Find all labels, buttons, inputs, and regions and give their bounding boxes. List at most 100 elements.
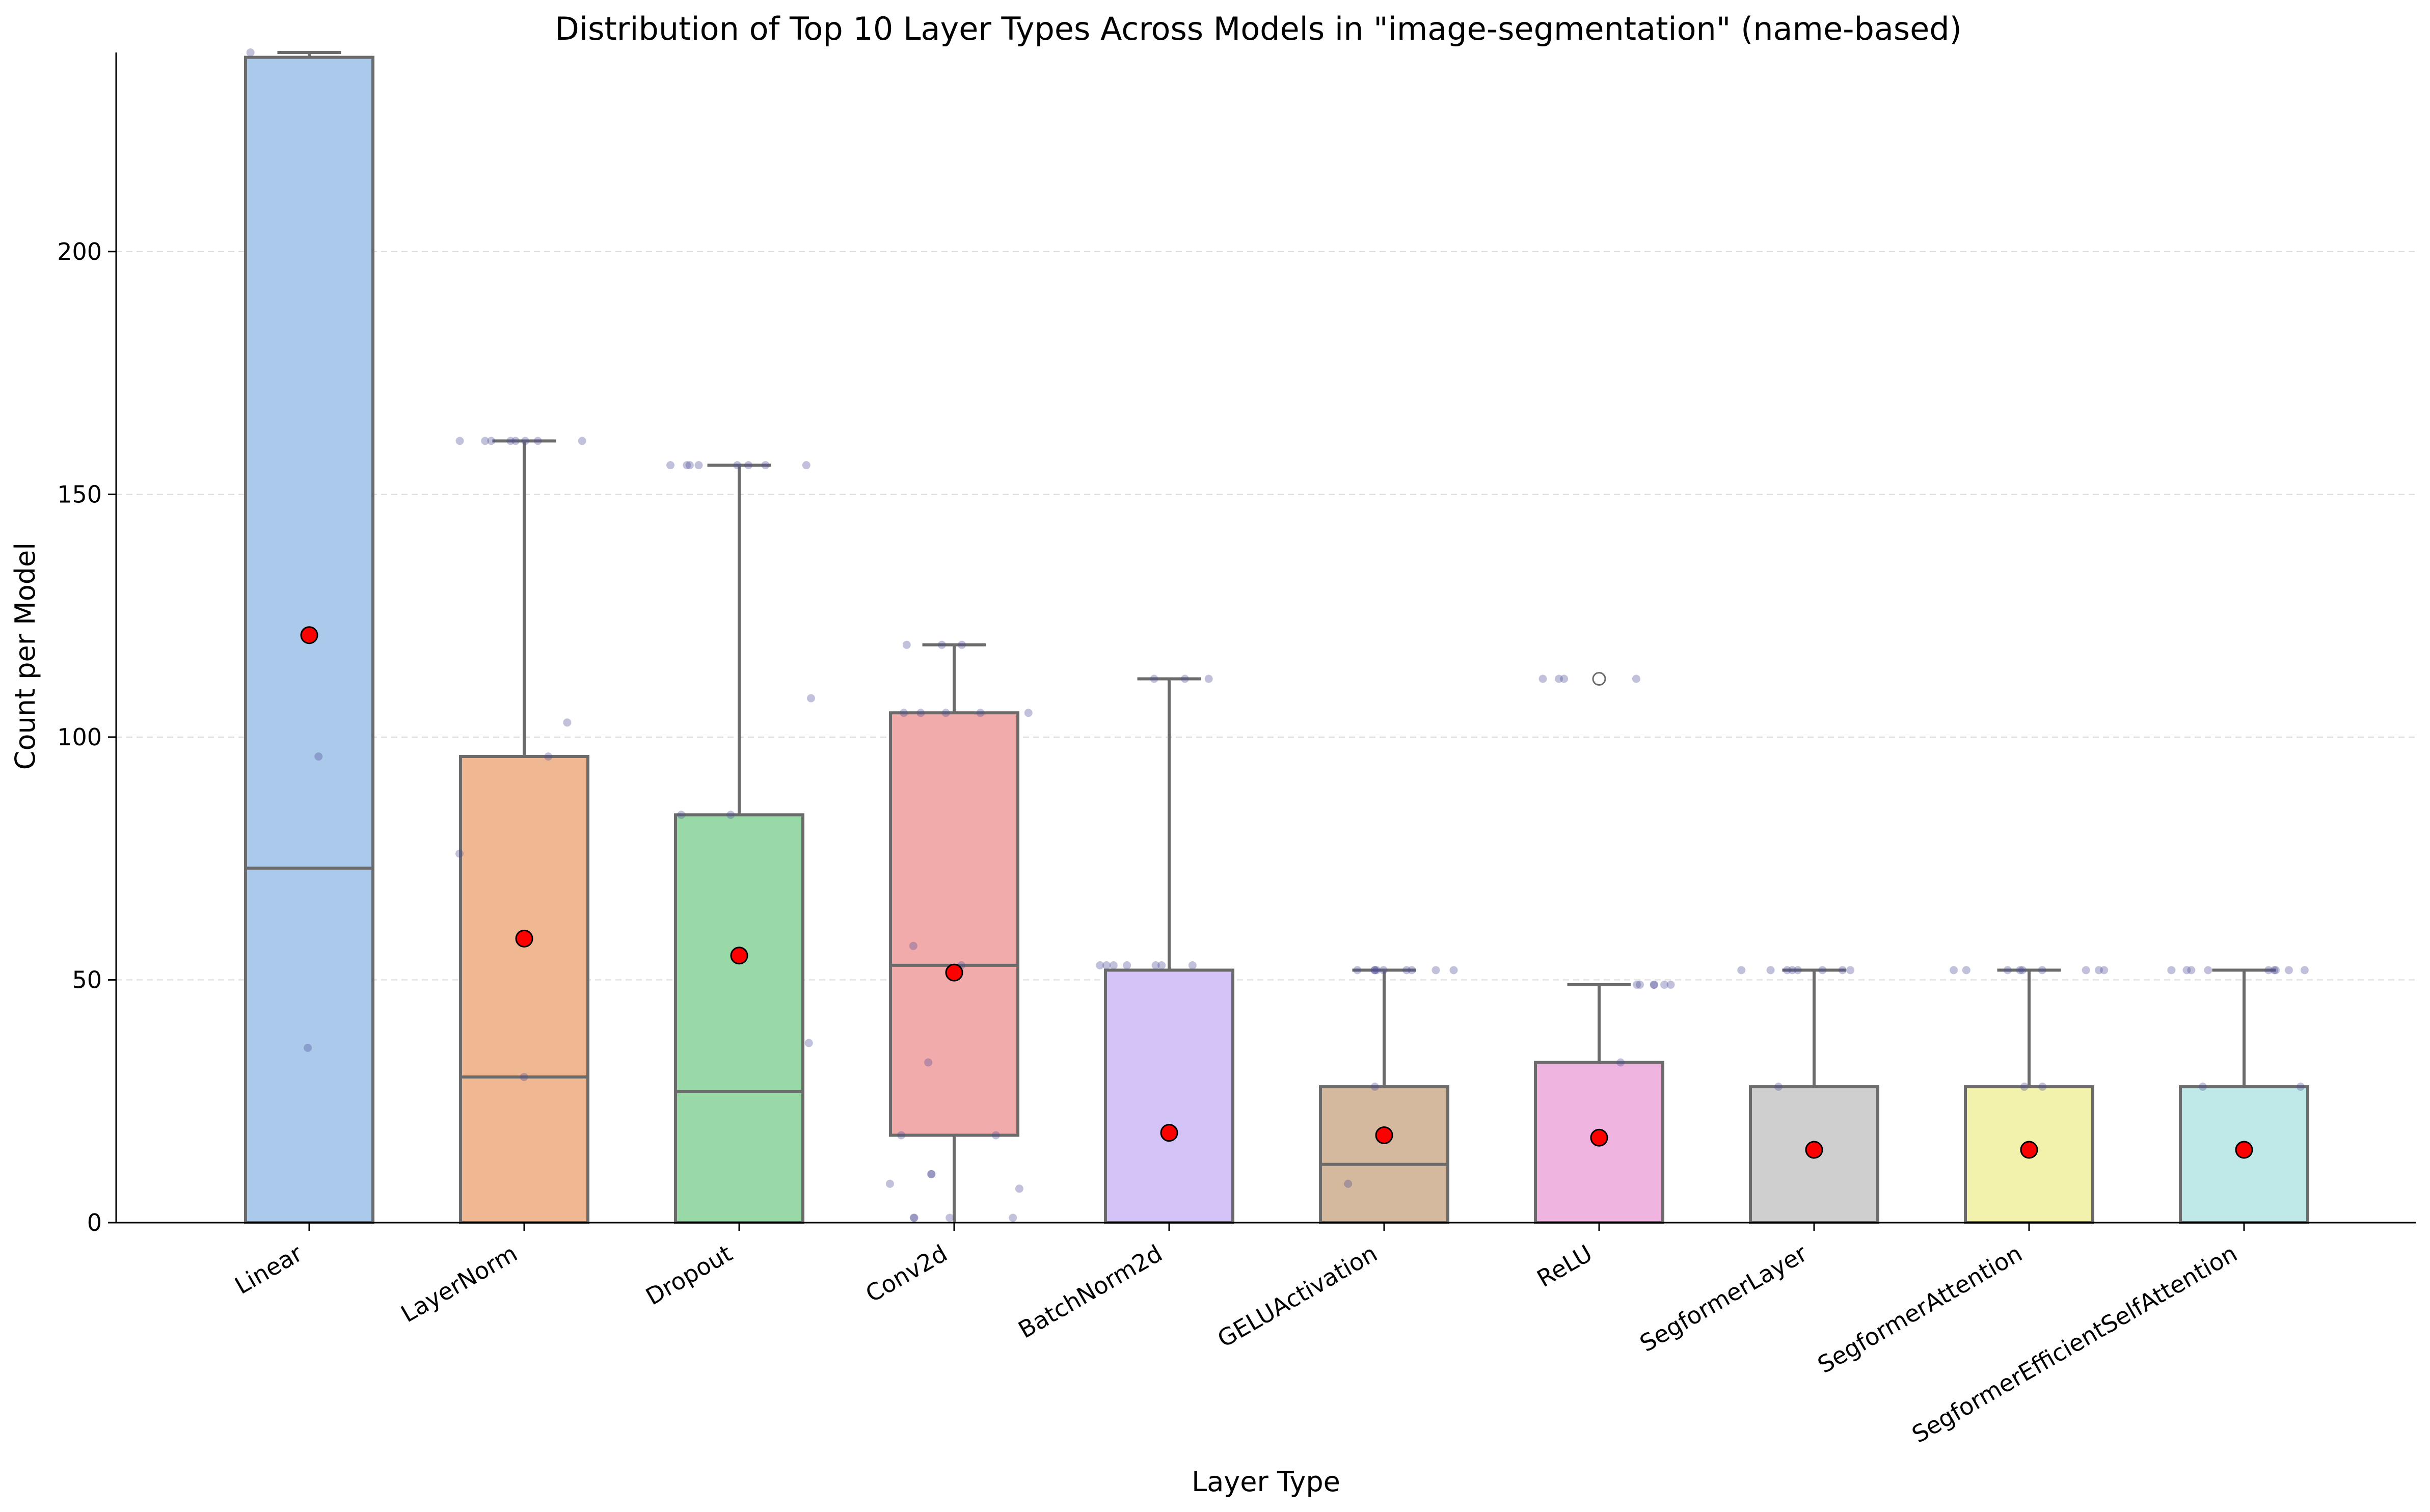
data-point — [924, 1058, 933, 1067]
y-tick-label: 0 — [87, 1209, 102, 1236]
outlier-marker — [1592, 672, 1606, 686]
mean-marker — [1160, 1124, 1178, 1142]
data-point — [1109, 961, 1118, 969]
data-point — [2182, 966, 2191, 975]
data-point — [761, 461, 770, 470]
data-point — [1794, 966, 1802, 975]
data-point — [946, 1213, 954, 1222]
boxes — [244, 51, 2309, 1225]
x-tick-label: Linear — [230, 1239, 307, 1300]
axes — [115, 52, 2416, 1224]
data-point — [1188, 961, 1197, 969]
data-point — [2187, 966, 2196, 975]
data-point — [910, 1213, 919, 1222]
data-point — [1009, 1213, 1017, 1222]
mean-marker — [1375, 1126, 1393, 1144]
data-point — [2296, 1083, 2305, 1091]
data-point — [1402, 966, 1411, 975]
data-point — [909, 941, 917, 950]
data-point — [1015, 1184, 1023, 1193]
x-tick-label: BatchNorm2d — [1014, 1239, 1167, 1344]
data-point — [1157, 961, 1166, 969]
data-point — [1774, 1083, 1783, 1091]
data-point — [1096, 961, 1104, 969]
data-point — [2038, 1083, 2047, 1091]
data-point — [1660, 980, 1669, 989]
data-point — [521, 437, 529, 445]
data-point — [726, 811, 735, 819]
data-point — [744, 461, 753, 470]
data-point — [2003, 966, 2012, 975]
data-point — [694, 461, 703, 470]
jitter-points — [246, 48, 2309, 1222]
data-point — [1788, 966, 1797, 975]
data-point — [455, 437, 464, 445]
data-point — [1432, 966, 1440, 975]
data-point — [958, 640, 966, 649]
data-point — [2198, 1083, 2207, 1091]
mean-marker — [1805, 1141, 1823, 1159]
data-point — [1632, 674, 1640, 683]
data-point — [909, 1213, 918, 1222]
data-point — [481, 437, 490, 445]
data-point — [533, 437, 542, 445]
x-tick-label: SegformerAttention — [1813, 1239, 2027, 1379]
data-point — [2204, 966, 2212, 975]
data-point — [897, 1131, 906, 1140]
data-point — [1370, 966, 1379, 975]
mean-marker — [300, 626, 318, 644]
data-point — [1150, 674, 1158, 683]
data-point — [578, 437, 586, 445]
data-point — [1344, 1179, 1353, 1188]
data-point — [927, 1170, 936, 1178]
x-axis-ticks: Linear LayerNorm Dropout Conv2d BatchNorm2d G… — [230, 1223, 2245, 1448]
x-axis-label: Layer Type — [1192, 1466, 1340, 1498]
data-point — [733, 461, 742, 470]
data-point — [1370, 1083, 1379, 1091]
data-point — [1838, 966, 1847, 975]
data-point — [902, 640, 911, 649]
y-tick-label: 150 — [57, 480, 102, 508]
y-axis-label: Count per Model — [9, 543, 41, 770]
data-point — [1560, 674, 1569, 683]
x-tick-label: SegformerLayer — [1635, 1239, 1812, 1358]
data-point — [2038, 966, 2046, 975]
x-tick-label: Dropout — [641, 1239, 737, 1311]
data-point — [2100, 966, 2109, 975]
y-tick-label: 100 — [57, 723, 102, 751]
y-tick-label: 200 — [57, 238, 102, 265]
data-point — [683, 461, 691, 470]
data-point — [2284, 966, 2293, 975]
box-layernorm — [459, 755, 589, 1224]
mean-marker — [515, 929, 533, 948]
data-point — [2270, 966, 2279, 975]
data-point — [2167, 966, 2176, 975]
x-tick-label: GELUActivation — [1213, 1239, 1382, 1353]
data-point — [1555, 674, 1563, 683]
data-point — [544, 752, 553, 761]
data-point — [991, 1131, 1000, 1140]
data-point — [1650, 980, 1658, 989]
data-point — [1180, 674, 1189, 683]
x-tick-label: LayerNorm — [396, 1239, 522, 1328]
data-point — [1737, 966, 1746, 975]
data-point — [1123, 961, 1131, 969]
y-axis-ticks: 0 50 100 150 200 — [57, 238, 116, 1236]
data-point — [1666, 980, 1675, 989]
data-point — [916, 709, 925, 717]
data-point — [506, 437, 515, 445]
data-point — [487, 437, 496, 445]
data-point — [1650, 980, 1659, 989]
data-point — [1783, 966, 1792, 975]
y-tick-label: 50 — [72, 966, 102, 993]
data-point — [1633, 980, 1641, 989]
box-conv2d — [889, 711, 1019, 1137]
data-point — [1151, 961, 1160, 969]
data-point — [1846, 966, 1855, 975]
data-point — [976, 709, 985, 717]
data-point — [314, 752, 323, 761]
data-point — [304, 1043, 312, 1052]
data-point — [2082, 966, 2090, 975]
data-point — [246, 48, 255, 57]
